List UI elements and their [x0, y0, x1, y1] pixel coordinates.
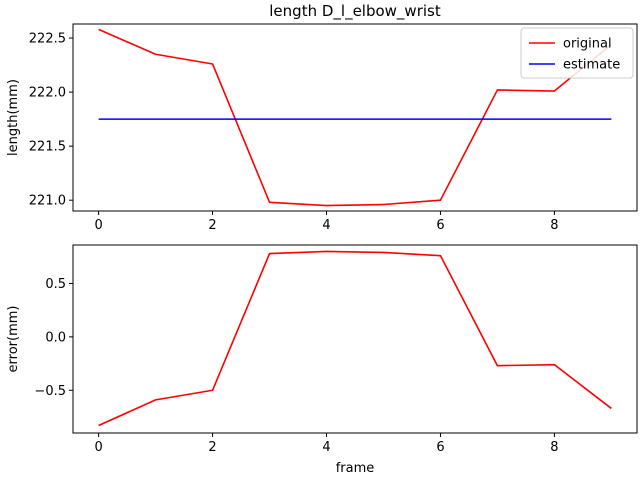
chart-title: length D_l_elbow_wrist [269, 2, 441, 21]
x-tick-label: 8 [550, 218, 558, 233]
x-tick-label: 0 [94, 440, 102, 455]
x-tick-label: 4 [322, 218, 330, 233]
series-line-original [98, 28, 612, 207]
y-tick-label: 0.0 [45, 330, 66, 345]
y-tick-label: 221.5 [29, 140, 66, 155]
x-tick-label: 6 [436, 440, 444, 455]
x-tick-label: 8 [550, 440, 558, 455]
x-axis-label: frame [336, 461, 375, 476]
y-tick-label: −0.5 [34, 384, 66, 399]
axes-frame [72, 244, 638, 434]
series-line-error [98, 250, 612, 427]
y-tick-label: 222.5 [29, 32, 66, 47]
y-axis-label: error(mm) [6, 306, 21, 373]
y-axis-label: length(mm) [6, 79, 21, 156]
x-tick-label: 6 [436, 218, 444, 233]
legend-label-estimate: estimate [563, 58, 620, 73]
legend: original estimate [520, 27, 634, 79]
top-chart-length: 0 2 4 6 8 221.0 221.5 222.0 222.5 length D_l_elbo… [6, 2, 638, 233]
legend-label-original: original [563, 37, 612, 52]
x-tick-label: 2 [208, 440, 216, 455]
axes-frame [72, 23, 638, 212]
x-tick-label: 2 [208, 218, 216, 233]
y-tick-label: 0.5 [45, 277, 66, 292]
x-tick-label: 4 [322, 440, 330, 455]
x-tick-label: 0 [94, 218, 102, 233]
y-tick-label: 222.0 [29, 86, 66, 101]
bottom-chart-error: 0 2 4 6 8 −0.5 0.0 0.5 error(mm) frame [6, 244, 638, 476]
legend-box [520, 27, 634, 79]
y-tick-label: 221.0 [29, 194, 66, 209]
